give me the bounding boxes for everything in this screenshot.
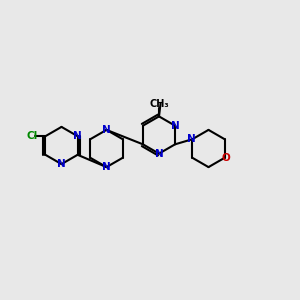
Text: N: N bbox=[187, 134, 195, 144]
Text: N: N bbox=[171, 121, 179, 131]
Text: N: N bbox=[102, 162, 111, 172]
Text: N: N bbox=[57, 159, 66, 169]
Text: N: N bbox=[73, 131, 82, 141]
Text: N: N bbox=[154, 148, 164, 159]
Text: O: O bbox=[222, 153, 230, 163]
Text: N: N bbox=[102, 125, 111, 135]
Text: Cl: Cl bbox=[26, 131, 38, 141]
Text: CH₃: CH₃ bbox=[149, 99, 169, 110]
